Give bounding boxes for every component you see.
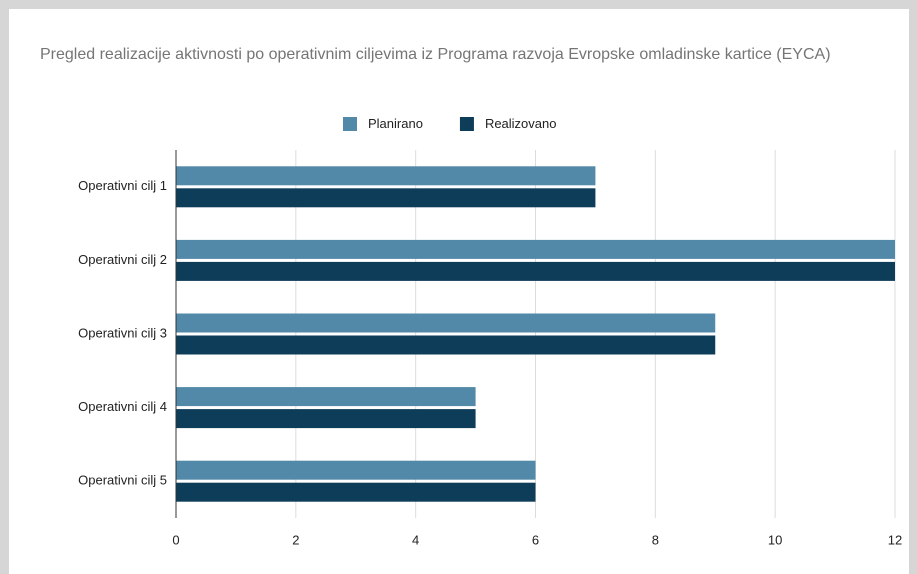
bar — [176, 335, 716, 355]
y-tick-label: Operativni cilj 5 — [78, 473, 167, 488]
bar — [176, 261, 895, 281]
legend-swatch — [343, 117, 357, 131]
bar — [176, 239, 895, 259]
chart-title: Pregled realizacije aktivnosti po operat… — [40, 46, 831, 63]
x-tick-label: 12 — [888, 532, 902, 547]
x-tick-label: 4 — [412, 532, 419, 547]
x-tick-label: 2 — [292, 532, 299, 547]
legend-label: Planirano — [368, 116, 423, 131]
y-tick-label: Operativni cilj 1 — [78, 178, 167, 193]
bar — [176, 166, 596, 186]
legend-label: Realizovano — [485, 116, 557, 131]
legend-swatch — [459, 117, 474, 131]
x-tick-label: 0 — [172, 532, 179, 547]
bar — [176, 409, 476, 429]
bar — [176, 460, 536, 480]
x-tick-label: 8 — [652, 532, 659, 547]
bar — [176, 188, 596, 208]
x-tick-label: 6 — [532, 532, 539, 547]
bar — [176, 482, 536, 502]
y-tick-label: Operativni cilj 4 — [78, 399, 167, 414]
card — [9, 9, 909, 574]
bar — [176, 387, 476, 407]
y-tick-label: Operativni cilj 2 — [78, 252, 167, 267]
y-tick-label: Operativni cilj 3 — [78, 325, 167, 340]
bar — [176, 313, 716, 333]
x-tick-label: 10 — [768, 532, 782, 547]
